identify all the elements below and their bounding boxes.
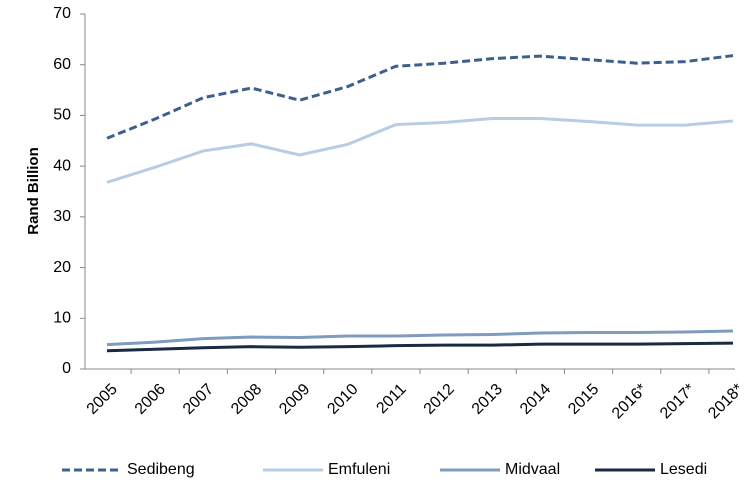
x-tick-label: 2008 xyxy=(228,381,265,418)
x-tick-label: 2018* xyxy=(705,381,747,423)
x-tick-label: 2009 xyxy=(276,381,313,418)
x-tick-label: 2011 xyxy=(373,381,409,417)
y-tick-label: 40 xyxy=(53,157,71,174)
x-tick-label: 2007 xyxy=(180,381,217,418)
legend-label: Lesedi xyxy=(660,461,707,478)
y-tick-label: 50 xyxy=(53,107,71,124)
x-tick-label: 2006 xyxy=(132,381,169,418)
x-tick-label: 2010 xyxy=(324,381,361,418)
x-tick-label: 2014 xyxy=(517,381,554,418)
legend-label: Midvaal xyxy=(505,461,560,478)
x-tick-label: 2012 xyxy=(421,381,458,418)
legend-label: Sedibeng xyxy=(127,461,195,478)
y-tick-label: 10 xyxy=(53,310,71,327)
x-tick-label: 2005 xyxy=(84,381,121,418)
series-line xyxy=(106,329,734,347)
y-tick-label: 0 xyxy=(62,360,71,377)
y-tick-label: 60 xyxy=(53,56,71,73)
x-tick-label: 2017* xyxy=(657,381,699,423)
y-tick-label: 20 xyxy=(53,259,71,276)
legend-label: Emfuleni xyxy=(328,461,390,478)
y-axis-label: Rand Billion xyxy=(25,147,42,235)
series-line xyxy=(106,54,734,140)
x-tick-label: 2016* xyxy=(609,381,651,423)
y-tick-label: 70 xyxy=(53,5,71,22)
x-tick-label: 2015 xyxy=(565,381,602,418)
x-tick-label: 2013 xyxy=(469,381,506,418)
series-line xyxy=(106,341,734,353)
series-line xyxy=(106,116,734,184)
y-tick-label: 30 xyxy=(53,208,71,225)
